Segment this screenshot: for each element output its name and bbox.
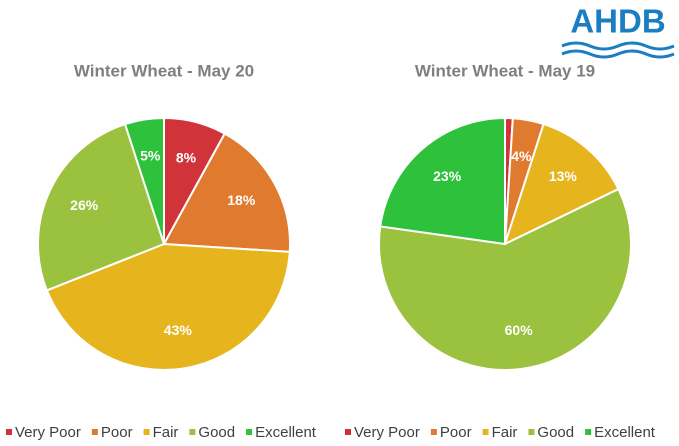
data-label: 26% xyxy=(70,197,99,213)
logo: AHDB xyxy=(561,3,675,59)
data-label: 43% xyxy=(164,322,193,338)
pie-slice xyxy=(45,242,291,371)
data-label: 4% xyxy=(511,148,532,164)
legend-swatch xyxy=(246,429,253,435)
data-label: 23% xyxy=(433,168,462,184)
legend-swatch xyxy=(189,429,196,435)
legend-label: Fair xyxy=(492,424,518,441)
legend-swatch xyxy=(91,429,98,435)
legend-label: Fair xyxy=(153,424,179,441)
pie-slice xyxy=(378,187,632,371)
logo-wave xyxy=(561,41,675,51)
data-label: 13% xyxy=(549,168,578,184)
legend-swatch xyxy=(528,429,535,435)
legend-label: Poor xyxy=(440,424,472,441)
legend-swatch xyxy=(482,429,489,435)
pie-slice xyxy=(162,132,291,253)
legend-label: Poor xyxy=(101,424,133,441)
legend-swatch xyxy=(6,429,12,435)
pie-slice xyxy=(503,122,620,246)
legend-label: Good xyxy=(198,424,235,441)
data-label: 8% xyxy=(176,149,197,165)
legend-swatch xyxy=(345,429,351,435)
legend-label: Excellent xyxy=(255,424,317,441)
pie-slice xyxy=(379,116,506,246)
chart-title: Winter Wheat - May 19 xyxy=(415,61,595,80)
legend-swatch xyxy=(430,429,437,435)
data-label: 60% xyxy=(505,322,534,338)
legend-label: Good xyxy=(537,424,574,441)
logo-text: AHDB xyxy=(570,3,665,40)
legend-label: Excellent xyxy=(594,424,656,441)
data-label: 18% xyxy=(227,192,256,208)
legend-swatch xyxy=(585,429,592,435)
pie-slice xyxy=(123,116,165,245)
data-label: 5% xyxy=(140,148,161,164)
legend-label: Very Poor xyxy=(15,424,81,441)
chart-title: Winter Wheat - May 20 xyxy=(74,61,254,80)
legend-swatch xyxy=(143,429,150,435)
legend-label: Very Poor xyxy=(354,424,420,441)
logo-wave xyxy=(561,49,675,59)
pie-slice xyxy=(37,122,166,292)
